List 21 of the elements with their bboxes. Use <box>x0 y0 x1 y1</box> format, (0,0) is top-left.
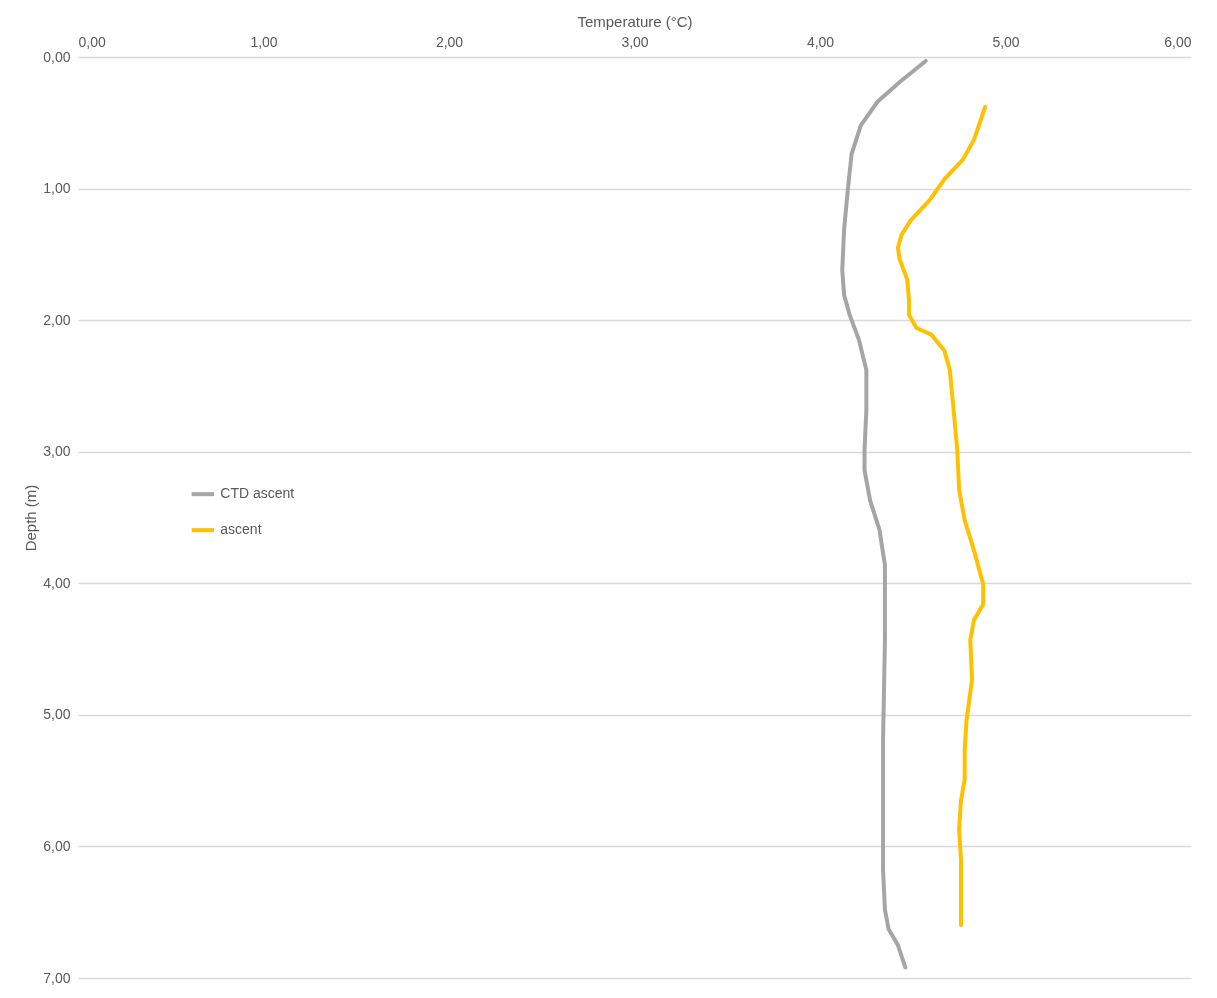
x-tick-label: 2,00 <box>435 33 464 50</box>
y-tick-label: 0,00 <box>43 48 71 65</box>
x-tick-label: 6,00 <box>1164 33 1192 50</box>
x-axis-title: Temperature (°C) <box>577 12 693 30</box>
legend-label: ascent <box>220 521 262 538</box>
y-tick-label: 4,00 <box>43 574 71 591</box>
line-series <box>840 58 928 970</box>
x-tick-label: 3,00 <box>621 33 649 50</box>
x-tick-label: 4,00 <box>806 33 835 50</box>
x-tick-label: 0,00 <box>78 33 106 50</box>
legend-label: CTD ascent <box>220 485 295 502</box>
y-axis-title: Depth (m) <box>22 484 40 552</box>
y-tick-label: 7,00 <box>43 969 71 986</box>
y-tick-label: 6,00 <box>43 837 71 854</box>
y-tick-label: 5,00 <box>43 706 71 723</box>
line-series <box>895 105 988 928</box>
y-tick-label: 3,00 <box>43 443 71 460</box>
y-tick-label: 1,00 <box>43 180 71 197</box>
y-tick-label: 2,00 <box>43 311 71 328</box>
x-tick-label: 1,00 <box>250 33 278 50</box>
x-tick-label: 5,00 <box>992 33 1020 50</box>
